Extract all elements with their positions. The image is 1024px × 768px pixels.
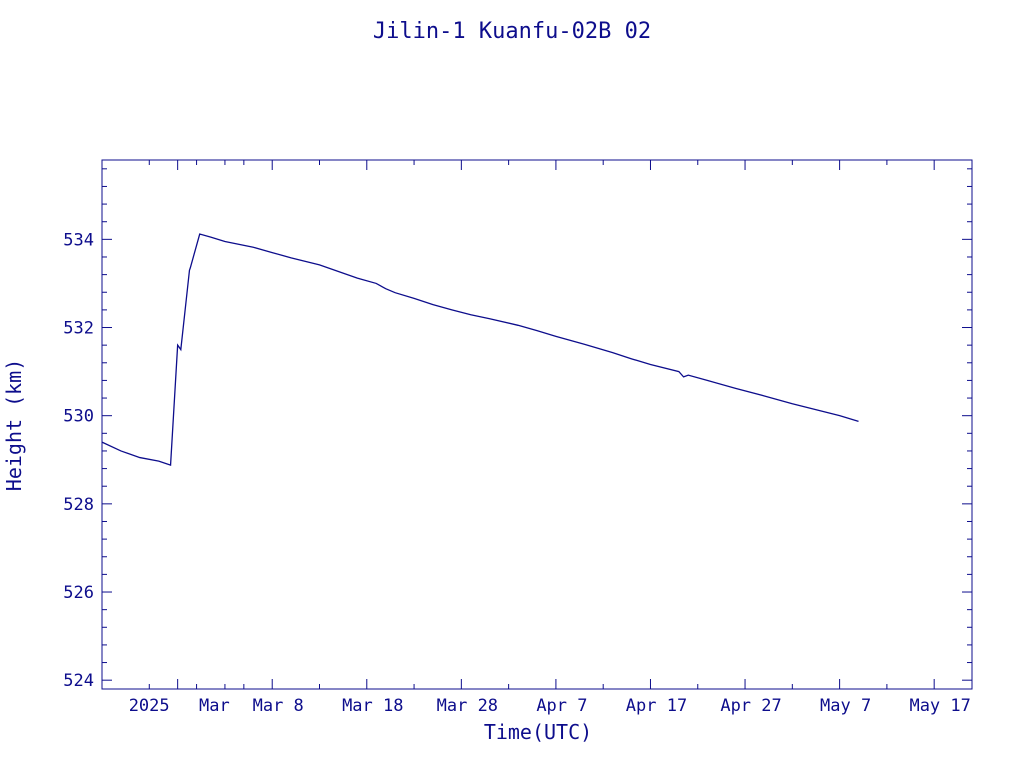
- y-tick-label: 534: [63, 230, 94, 250]
- x-tick-label: Apr 27: [720, 696, 781, 716]
- y-tick-label: 528: [63, 495, 94, 515]
- y-tick-label: 530: [63, 407, 94, 427]
- x-tick-label: May 17: [909, 696, 970, 716]
- x-tick-label: Apr 17: [626, 696, 687, 716]
- y-tick-label: 526: [63, 583, 94, 603]
- y-tick-label: 524: [63, 671, 94, 691]
- y-tick-label: 532: [63, 319, 94, 339]
- series-line: [101, 233, 859, 466]
- x-tick-label: Mar 18: [342, 696, 403, 716]
- x-tick-label: 2025: [129, 696, 170, 716]
- plot-frame: [101, 159, 973, 690]
- axis-ticks: [102, 160, 972, 689]
- y-axis-label: Height (km): [2, 359, 26, 491]
- x-tick-label: Apr 7: [536, 696, 587, 716]
- x-axis-label: Time(UTC): [484, 720, 592, 744]
- x-tick-label: May 7: [820, 696, 871, 716]
- x-tick-label: Mar 28: [437, 696, 498, 716]
- chart-title: Jilin-1 Kuanfu-02B 02: [373, 19, 651, 44]
- x-tick-label: Mar 8: [253, 696, 304, 716]
- axis-tick-labels: 2025 Mar 8 Mar 18 Mar 28 Apr 7 Apr 17 Apr 27 Ma…: [63, 230, 971, 716]
- x-tick-label: Mar: [199, 696, 230, 716]
